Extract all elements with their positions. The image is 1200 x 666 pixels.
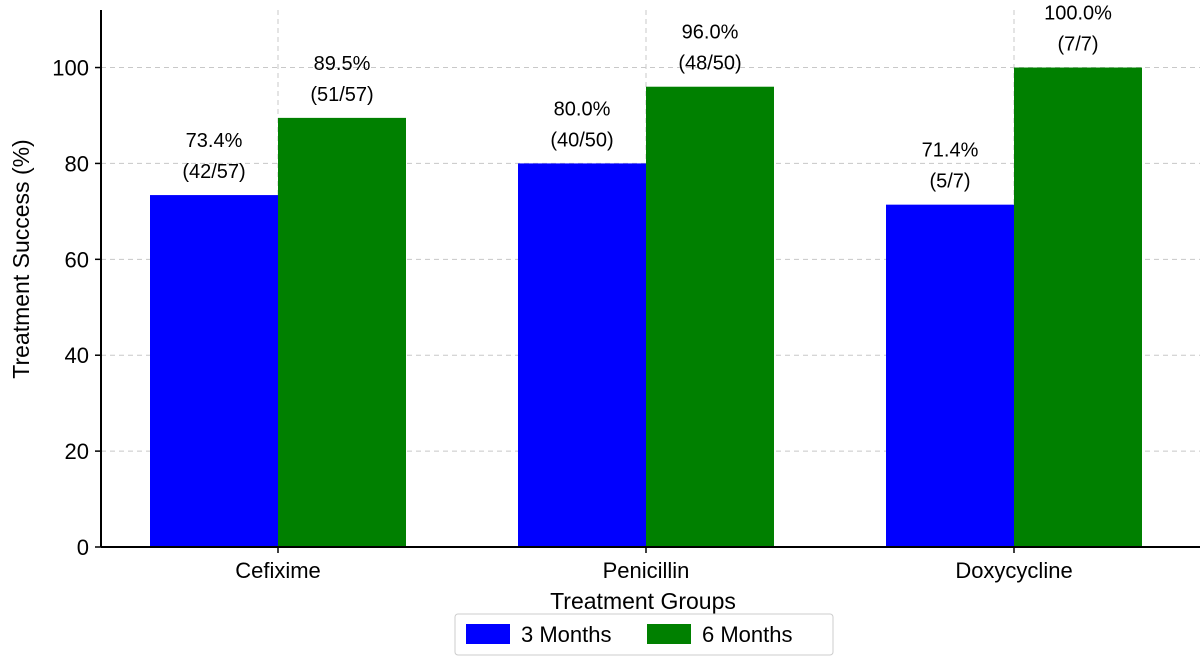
x-axis-title: Treatment Groups	[550, 588, 736, 614]
bar-value-label: 80.0%	[554, 98, 611, 120]
legend: 3 Months 6 Months	[454, 613, 834, 656]
y-tick-label: 20	[65, 439, 89, 464]
bar-6-months-doxycycline	[1014, 67, 1142, 548]
bar-count-label: (40/50)	[550, 129, 613, 151]
bar-6-months-cefixime	[278, 117, 406, 548]
y-tick-label: 60	[65, 247, 89, 272]
x-tick-label-cefixime: Cefixime	[235, 558, 321, 583]
bar-count-label: (5/7)	[929, 171, 970, 193]
bar-value-label: 71.4%	[922, 140, 979, 162]
legend-frame	[454, 613, 834, 656]
x-tick-label-penicillin: Penicillin	[603, 558, 690, 583]
bar-3-months-cefixime	[150, 195, 278, 547]
bar-count-label: (48/50)	[678, 53, 741, 75]
bar-count-label: (7/7)	[1057, 34, 1098, 56]
bar-value-label: 73.4%	[186, 130, 243, 152]
bar-count-label: (51/57)	[310, 84, 373, 106]
x-tick-label-doxycycline: Doxycycline	[955, 558, 1072, 583]
legend-swatch-3-months	[466, 624, 510, 644]
legend-swatch-6-months	[647, 624, 691, 644]
y-tick-label: 40	[65, 343, 89, 368]
legend-label-3-months: 3 Months	[521, 622, 612, 647]
bar-layer	[150, 67, 1142, 548]
bar-value-label: 100.0%	[1044, 3, 1112, 25]
bar-value-label: 96.0%	[682, 22, 739, 44]
y-tick-label: 0	[77, 535, 89, 560]
bar-3-months-doxycycline	[886, 204, 1014, 547]
axis-layer: 0 20 40 60 80 100 Cefixime Penicillin Doxycyclin…	[52, 10, 1200, 583]
bar-3-months-penicillin	[518, 163, 646, 547]
legend-label-6-months: 6 Months	[702, 622, 793, 647]
bar-count-label: (42/57)	[182, 161, 245, 183]
bar-6-months-penicillin	[646, 86, 774, 547]
bar-value-label: 89.5%	[314, 53, 371, 75]
y-tick-label: 80	[65, 151, 89, 176]
bar-label-layer: 73.4% (42/57) 80.0% (40/50) 71.4% (5/7) 89.5% (…	[182, 3, 1112, 193]
y-axis-title: Treatment Success (%)	[8, 139, 34, 378]
y-tick-label: 100	[52, 56, 89, 81]
